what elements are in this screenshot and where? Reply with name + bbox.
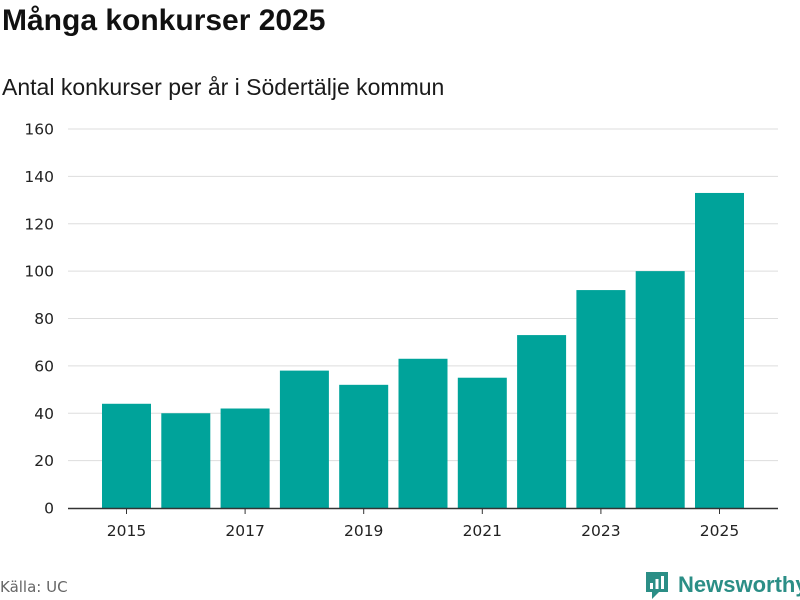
x-tick-label: 2025 — [700, 522, 739, 540]
y-tick-label: 160 — [24, 121, 54, 139]
bar-chart: 0 20 40 60 80 100 120 140 160 2015 2017 2019 2021 202… — [24, 121, 778, 541]
x-tick-label: 2023 — [581, 522, 620, 540]
x-tick-label: 2019 — [344, 522, 383, 540]
bar-2016 — [161, 413, 211, 508]
y-tick-label: 140 — [24, 168, 54, 186]
y-tick-label: 80 — [34, 310, 54, 328]
chart-subtitle: Antal konkurser per år i Södertälje komm… — [2, 74, 445, 100]
bar-2019 — [339, 384, 389, 508]
x-tick-label: 2021 — [463, 522, 502, 540]
brand-name: Newsworthy — [678, 572, 800, 597]
y-tick-label: 60 — [34, 357, 54, 375]
brand-logo: Newsworthy — [644, 570, 800, 600]
bar-2023 — [576, 290, 626, 508]
bar-2020 — [398, 358, 448, 508]
y-tick-label: 0 — [44, 500, 54, 518]
bar-2024 — [635, 271, 685, 508]
y-tick-label: 40 — [34, 405, 54, 423]
source-note: Källa: UC — [0, 578, 68, 596]
bar-2017 — [220, 408, 270, 508]
x-tick-label: 2015 — [107, 522, 146, 540]
x-tick-label: 2017 — [225, 522, 264, 540]
tick-labels: 0 20 40 60 80 100 120 140 160 2015 2017 2019 2021 202… — [24, 121, 739, 541]
bar-2025 — [695, 192, 744, 509]
chart-title: Många konkurser 2025 — [2, 4, 326, 37]
bar-chart-logo-icon — [646, 572, 668, 599]
y-tick-label: 100 — [24, 263, 54, 281]
bar-2015 — [102, 403, 151, 508]
bar-2018 — [279, 370, 329, 508]
y-tick-label: 20 — [34, 452, 54, 470]
bar-2021 — [457, 377, 507, 508]
axes — [68, 507, 778, 514]
y-tick-label: 120 — [24, 215, 54, 233]
bar-2022 — [517, 335, 567, 508]
bars — [102, 192, 744, 509]
